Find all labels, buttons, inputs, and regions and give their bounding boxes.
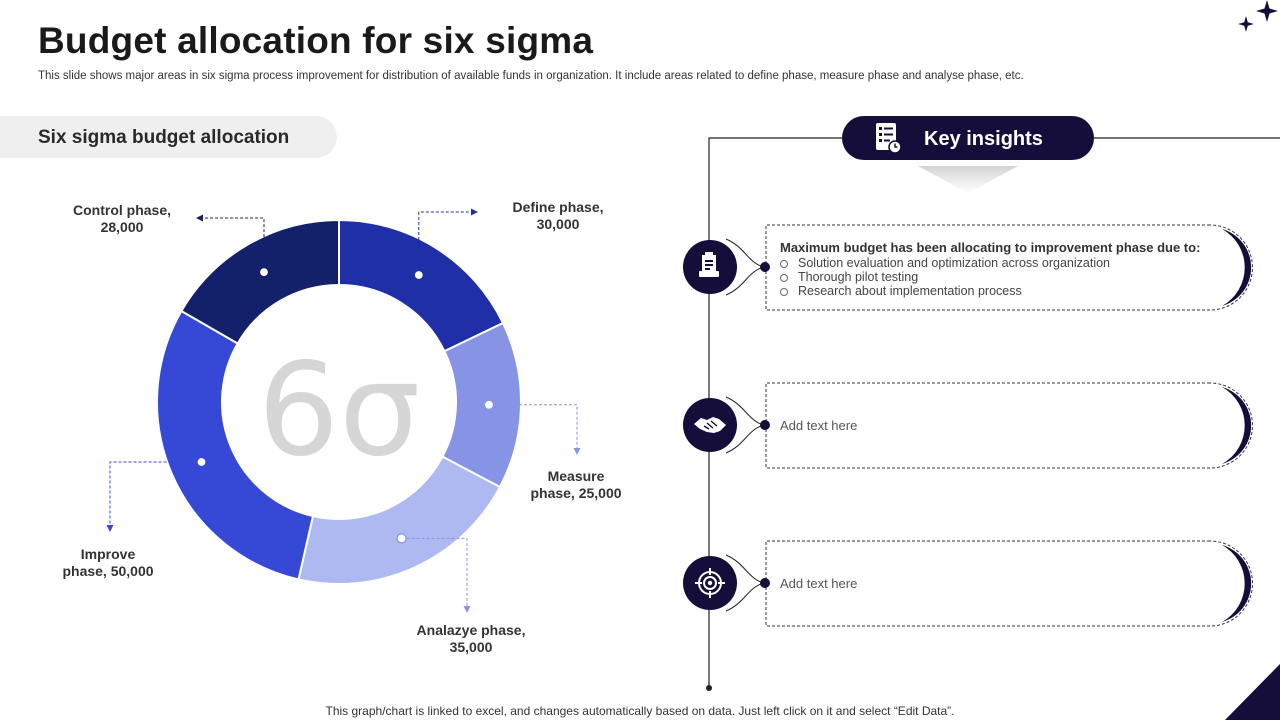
slice-label-measure-phase: Measure phase, 25,000 <box>530 468 622 501</box>
slice-label-define-phase: Define phase, 30,000 <box>512 199 604 232</box>
page-title: Budget allocation for six sigma <box>38 20 594 61</box>
card-crescent <box>1222 229 1252 306</box>
insight-bullet: Solution evaluation and optimization acr… <box>780 256 1110 270</box>
checklist-icon <box>876 123 902 154</box>
insight-bullet: Thorough pilot testing <box>780 270 918 284</box>
handshake-icon <box>683 398 737 452</box>
slice-label-improve-phase: Improve phase, 50,000 <box>62 546 154 579</box>
card-connector-dot <box>760 420 770 430</box>
leader-arrow <box>106 525 114 532</box>
donut-slice-improve-phase <box>156 309 315 581</box>
page-subtitle: This slide shows major areas in six sigm… <box>38 70 1024 82</box>
donut-slice-control-phase <box>180 218 340 345</box>
slice-label-analazye-phase: Analazye phase, 35,000 <box>416 622 526 655</box>
insight-card-heading: Maximum budget has been allocating to im… <box>780 240 1201 255</box>
card-connector-dot <box>760 578 770 588</box>
insight-card-text: Add text here <box>780 418 858 433</box>
sparkle-icon <box>1238 0 1278 32</box>
insight-card <box>765 382 1253 469</box>
target-icon <box>683 556 737 610</box>
card-connector-dot <box>760 262 770 272</box>
leader-arrow <box>573 448 581 455</box>
slice-marker-dot <box>396 533 407 544</box>
corner-triangle <box>1225 664 1280 720</box>
slice-marker-dot <box>413 269 424 281</box>
slice-marker-dot <box>258 266 270 278</box>
slice-marker-dot <box>196 456 207 468</box>
leader-line <box>109 461 202 525</box>
slice-label-control-phase: Control phase, 28,000 <box>72 202 172 235</box>
donut-chart: 6σ <box>106 208 581 613</box>
insight-card <box>765 540 1253 627</box>
leader-line <box>418 211 471 275</box>
section-title: Six sigma budget allocation <box>38 127 290 148</box>
slice-marker-dot <box>483 399 495 410</box>
insight-card-text: Add text here <box>780 576 858 591</box>
key-insights-title: Key insights <box>924 128 1043 150</box>
insight-card <box>765 224 1253 311</box>
section-header-pill <box>0 116 337 158</box>
insight-bullet: Research about implementation process <box>780 284 1022 298</box>
leader-line <box>488 404 578 448</box>
report-icon <box>683 240 737 294</box>
leader-arrow <box>463 606 471 613</box>
card-crescent <box>1222 387 1252 464</box>
card-crescent <box>1222 545 1252 622</box>
leader-arrow <box>196 214 203 222</box>
leader-line <box>401 537 468 606</box>
footer-note: This graph/chart is linked to excel, and… <box>325 704 955 718</box>
leader-arrow <box>471 208 478 216</box>
sigma-center-symbol: 6σ <box>258 336 421 485</box>
donut-slice-analazye-phase <box>297 455 502 585</box>
